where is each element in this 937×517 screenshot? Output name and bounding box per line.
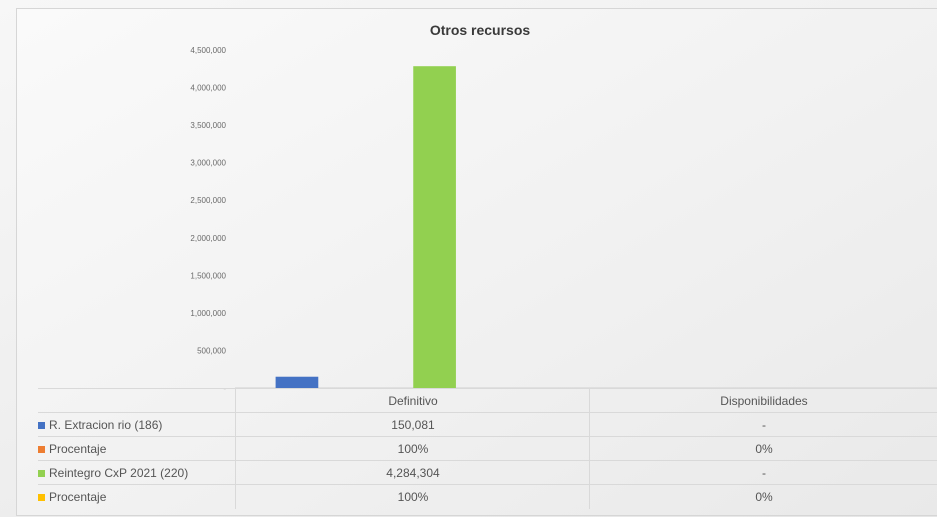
y-tick-label: 1,000,000: [190, 309, 226, 318]
series-name: Reintegro CxP 2021 (220): [49, 466, 189, 480]
data-label: -: [589, 461, 937, 485]
table-row: Procentaje 100% 0%: [38, 436, 937, 461]
legend-swatch: [38, 422, 45, 429]
y-tick-label: 2,000,000: [190, 234, 226, 243]
data-label: 4,284,304: [235, 461, 590, 485]
legend-swatch: [38, 470, 45, 477]
legend-swatch: [38, 494, 45, 501]
table-header-category: Definitivo: [235, 389, 590, 413]
legend-entry: Procentaje: [38, 437, 235, 461]
y-tick-label: 1,500,000: [190, 271, 226, 280]
series-name: R. Extracion rio (186): [49, 418, 163, 432]
bar: [275, 376, 319, 388]
bar: [413, 66, 456, 388]
data-label: -: [589, 413, 937, 437]
y-tick-label: 3,000,000: [190, 159, 226, 168]
chart-panel: [16, 8, 937, 516]
legend-swatch: [38, 446, 45, 453]
legend-entry: Reintegro CxP 2021 (220): [38, 461, 235, 485]
y-tick-label: 3,500,000: [190, 121, 226, 130]
data-label: 100%: [235, 485, 590, 509]
data-label: 0%: [589, 485, 937, 509]
series-name: Procentaje: [49, 442, 107, 456]
y-tick-label: 2,500,000: [190, 196, 226, 205]
data-label: 150,081: [235, 413, 590, 437]
table-header-category: Disponibilidades: [589, 389, 937, 413]
legend-entry: Procentaje: [38, 485, 235, 509]
table-row: R. Extracion rio (186) 150,081 -: [38, 412, 937, 437]
table-header-empty: [38, 389, 235, 413]
table-row: Reintegro CxP 2021 (220) 4,284,304 -: [38, 460, 937, 485]
chart-title: Otros recursos: [429, 22, 531, 38]
y-tick-label: 4,000,000: [190, 84, 226, 93]
legend-entry: R. Extracion rio (186): [38, 413, 235, 437]
data-label: 100%: [235, 437, 590, 461]
series-name: Procentaje: [49, 490, 107, 504]
data-label: 0%: [589, 437, 937, 461]
table-row: Procentaje 100% 0%: [38, 484, 937, 509]
table-header-row: Definitivo Disponibilidades: [38, 388, 937, 413]
y-tick-label: 500,000: [197, 346, 226, 355]
y-tick-label: 4,500,000: [190, 46, 226, 55]
